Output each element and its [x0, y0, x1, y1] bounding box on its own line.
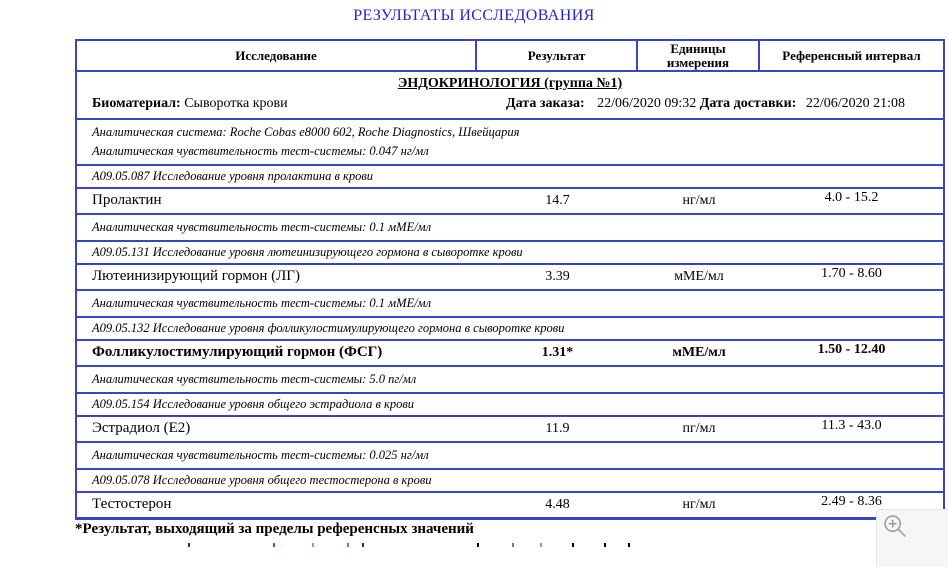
test-code-row: А09.05.131 Исследование уровня лютеинизи… [77, 240, 943, 263]
test-name: Фолликулостимулирующий гормон (ФСГ) [92, 344, 383, 360]
test-name: Лютеинизирующий гормон (ЛГ) [92, 268, 300, 284]
order-date-value: 22/06/2020 09:32 [597, 96, 697, 111]
test-code-row: А09.05.087 Исследование уровня пролактин… [77, 164, 943, 187]
page-title: РЕЗУЛЬТАТЫ ИССЛЕДОВАНИЯ [353, 7, 595, 24]
test-result-value: 1.31* [541, 345, 574, 360]
biomaterial-label: Биоматериал: [92, 96, 181, 111]
biomaterial-value: Сыворотка крови [184, 96, 288, 111]
biomaterial-row: Биоматериал: Сыворотка крови Дата заказа… [77, 93, 943, 118]
test-reference-interval: 11.3 - 43.0 [821, 418, 882, 433]
test-units: мМЕ/мл [674, 269, 724, 284]
test-units: пг/мл [682, 421, 716, 436]
analytic-system-line: Аналитическая чувствительность тест-сист… [92, 220, 432, 234]
section-title: ЭНДОКРИНОЛОГИЯ (группа №1) [397, 76, 623, 91]
analytic-system-line: Аналитическая система: Roche Cobas e8000… [92, 125, 520, 139]
test-code-row: А09.05.154 Исследование уровня общего эс… [77, 392, 943, 415]
magnifier-plus-icon [884, 515, 906, 537]
test-result-value: 14.7 [545, 193, 570, 208]
analytic-info-row: Аналитическая чувствительность тест-сист… [77, 365, 943, 392]
test-result-value: 4.48 [545, 497, 570, 512]
clipped-text-fragments [0, 543, 2, 547]
table-body: ЭНДОКРИНОЛОГИЯ (группа №1) Биоматериал: … [77, 72, 943, 517]
table-header-row: Исследование Результат Единицы измерения… [77, 41, 943, 72]
analytic-system-line: Аналитическая чувствительность тест-сист… [92, 372, 417, 386]
analytic-system-line: Аналитическая чувствительность тест-сист… [92, 144, 429, 158]
test-name: Эстрадиол (Е2) [92, 420, 191, 436]
delivery-date-label: Дата доставки: [699, 96, 797, 111]
footnote: *Результат, выходящий за пределы референ… [75, 521, 474, 537]
test-result-value: 11.9 [545, 421, 570, 436]
lab-results-page: РЕЗУЛЬТАТЫ ИССЛЕДОВАНИЯ Исследование Рез… [0, 7, 948, 567]
test-reference-interval: 4.0 - 15.2 [824, 190, 879, 205]
test-reference-interval: 1.50 - 12.40 [817, 342, 886, 357]
test-result-row: Фолликулостимулирующий гормон (ФСГ) 1.31… [77, 339, 943, 365]
test-name: Тестостерон [92, 496, 172, 512]
delivery-date-value: 22/06/2020 21:08 [805, 96, 905, 111]
test-code-row: А09.05.078 Исследование уровня общего те… [77, 468, 943, 491]
analytic-system-line: Аналитическая чувствительность тест-сист… [92, 296, 432, 310]
column-header-result: Результат [477, 41, 638, 70]
test-units: нг/мл [682, 497, 716, 512]
analytic-system-line: Аналитическая чувствительность тест-сист… [92, 448, 429, 462]
analytic-info-row: Аналитическая чувствительность тест-сист… [77, 213, 943, 240]
dates-group: Дата заказа: 22/06/2020 09:32 Дата доста… [506, 96, 905, 112]
test-blocks: Аналитическая система: Roche Cobas e8000… [77, 118, 943, 517]
test-result-value: 3.39 [545, 269, 570, 284]
analytic-info-row: Аналитическая чувствительность тест-сист… [77, 441, 943, 468]
test-result-row: Лютеинизирующий гормон (ЛГ) 3.39 мМЕ/мл … [77, 263, 943, 289]
test-units: мМЕ/мл [672, 345, 726, 360]
viewer-zoom-panel [876, 509, 948, 567]
order-date-label: Дата заказа: [506, 96, 585, 111]
analytic-info-row: Аналитическая чувствительность тест-сист… [77, 289, 943, 316]
test-code-row: А09.05.132 Исследование уровня фолликуло… [77, 316, 943, 339]
test-result-row: Тестостерон 4.48 нг/мл 2.49 - 8.36 [77, 491, 943, 517]
test-reference-interval: 2.49 - 8.36 [821, 494, 882, 509]
analytic-info-row: Аналитическая система: Roche Cobas e8000… [77, 118, 943, 164]
column-header-study: Исследование [77, 41, 477, 70]
zoom-in-button[interactable] [881, 512, 909, 540]
test-reference-interval: 1.70 - 8.60 [821, 266, 882, 281]
test-result-row: Эстрадиол (Е2) 11.9 пг/мл 11.3 - 43.0 [77, 415, 943, 441]
test-result-row: Пролактин 14.7 нг/мл 4.0 - 15.2 [77, 187, 943, 213]
results-table: Исследование Результат Единицы измерения… [75, 39, 945, 520]
column-header-units: Единицы измерения [638, 41, 760, 70]
test-name: Пролактин [92, 192, 162, 208]
column-header-reference: Референсный интервал [782, 47, 921, 63]
test-units: нг/мл [682, 193, 716, 208]
biomaterial-group: Биоматериал: Сыворотка крови [92, 96, 288, 112]
